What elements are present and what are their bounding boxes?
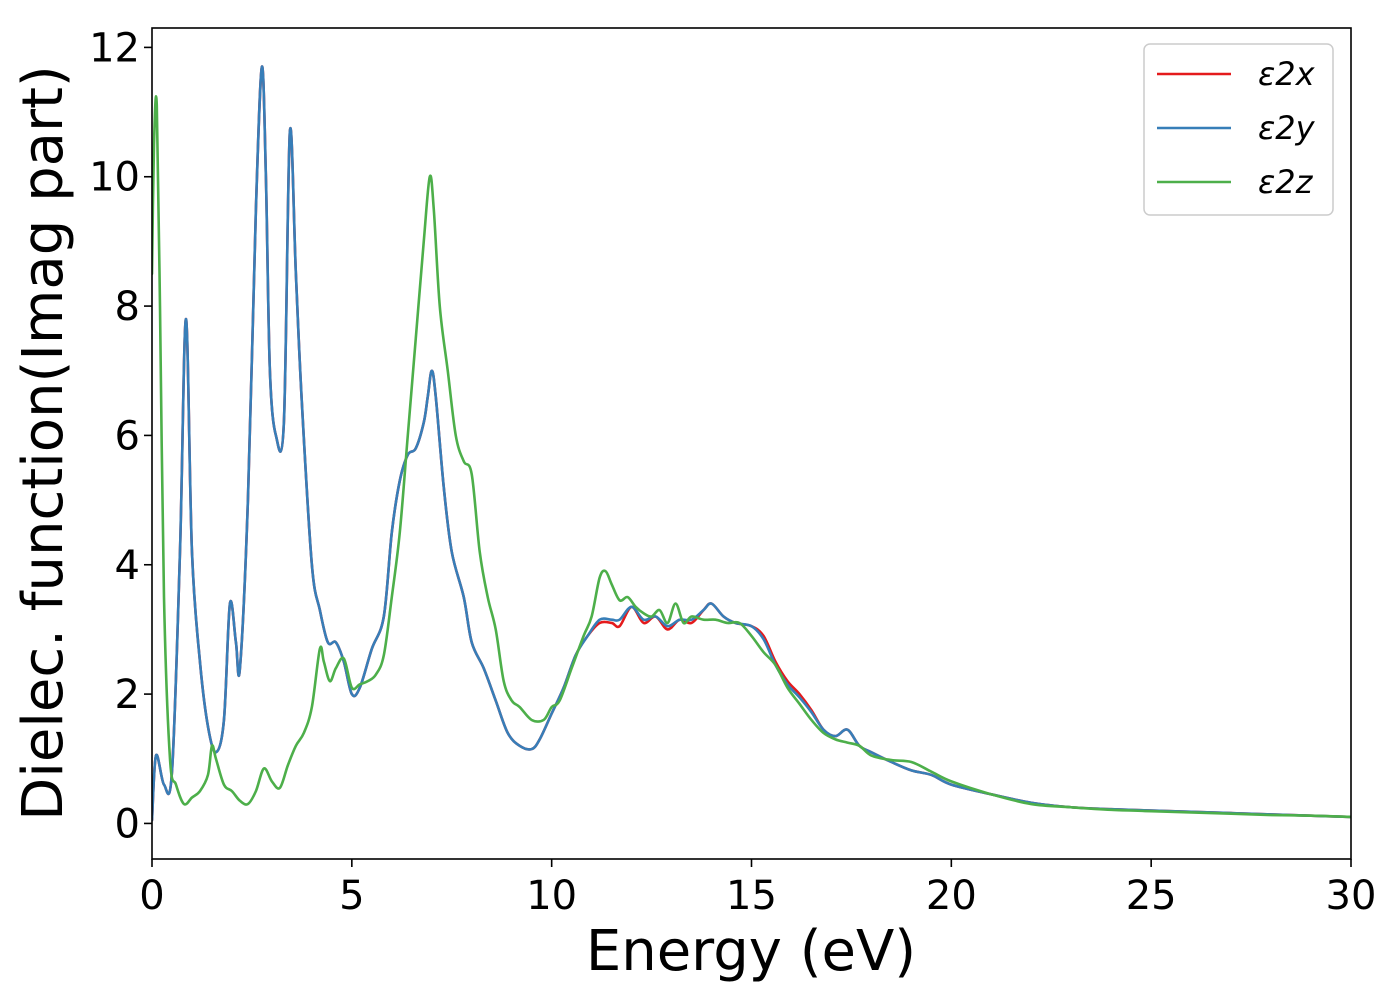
legend-label-1: ε2y [1258, 109, 1316, 147]
series-lines [152, 65, 1351, 822]
series-line-1 [152, 65, 1351, 822]
x-tick-label-1: 5 [339, 873, 364, 919]
legend: ε2x ε2y ε2z [1143, 43, 1334, 216]
legend-label-2: ε2z [1258, 163, 1314, 201]
y-tick-label-5: 10 [89, 155, 140, 201]
y-tick-label-2: 4 [115, 543, 140, 589]
x-tick-label-6: 30 [1326, 873, 1377, 919]
x-tick-label-3: 15 [726, 873, 777, 919]
legend-box [1143, 43, 1334, 216]
y-axis-title: Dielec. function(Imag part) [11, 65, 76, 821]
y-tick-label-1: 2 [115, 672, 140, 718]
y-tick-label-6: 12 [89, 25, 140, 71]
y-axis: 0 2 4 6 8 10 12 [89, 25, 152, 847]
y-tick-label-3: 6 [115, 413, 140, 459]
x-axis: 0 5 10 15 20 25 30 [139, 859, 1376, 919]
x-tick-label-4: 20 [926, 873, 977, 919]
y-tick-label-4: 8 [115, 284, 140, 330]
x-tick-label-2: 10 [526, 873, 577, 919]
legend-label-0: ε2x [1258, 55, 1316, 93]
x-tick-label-5: 25 [1126, 873, 1177, 919]
x-axis-title: Energy (eV) [586, 919, 916, 984]
y-tick-label-0: 0 [115, 801, 140, 847]
x-tick-label-0: 0 [139, 873, 164, 919]
series-line-2 [152, 95, 1351, 819]
